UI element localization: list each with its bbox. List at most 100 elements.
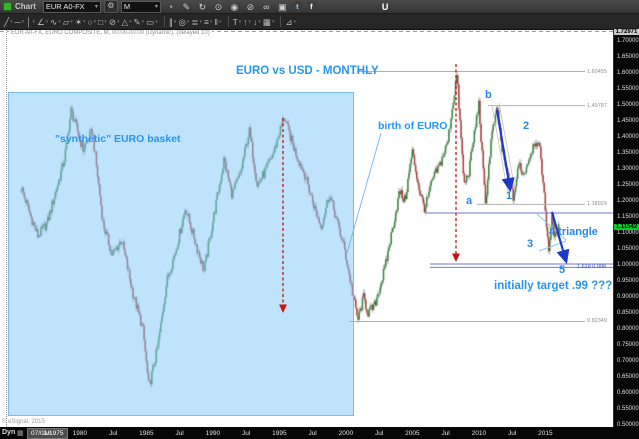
wave-3[interactable]: 3 bbox=[527, 238, 534, 250]
chevron-down-icon: ▾ bbox=[104, 18, 107, 25]
chevron-down-icon: ▾ bbox=[238, 18, 242, 25]
wave-4-triangle[interactable]: 4 triangle bbox=[549, 226, 598, 238]
link-icon[interactable]: ∞ bbox=[263, 1, 270, 12]
gann-tool[interactable]: ≡ ▾ bbox=[204, 16, 212, 28]
price-tick: 0.85000 bbox=[617, 309, 639, 316]
annotation-birth-of-euro[interactable]: birth of EURO bbox=[378, 120, 448, 132]
wave-1[interactable]: 1 bbox=[506, 190, 513, 202]
price-tick: 1.15000 bbox=[617, 213, 639, 220]
chevron-down-icon: ▾ bbox=[293, 18, 296, 25]
price-tick: 1.05000 bbox=[617, 245, 639, 252]
chevron-down-icon: ▾ bbox=[210, 18, 213, 25]
wave-a[interactable]: a bbox=[466, 195, 473, 207]
ellipse-tool-icon: ○ bbox=[87, 16, 93, 27]
ellipse-tool[interactable]: ○ ▾ bbox=[88, 16, 97, 28]
level-fib-extension-label: 1.618 0.998 bbox=[577, 264, 607, 271]
synthetic-basket-highlight-box[interactable] bbox=[8, 92, 354, 416]
birth-pointer-line[interactable] bbox=[346, 132, 382, 254]
price-tick: 0.90000 bbox=[617, 293, 639, 300]
interval-input[interactable]: M ▾ bbox=[120, 0, 161, 13]
annotation-initial-target[interactable]: initially target .99 ??? bbox=[494, 280, 613, 292]
time-tick: 1985 bbox=[139, 430, 154, 437]
polyline-tool-icon: ∿ bbox=[50, 16, 58, 27]
wave-5[interactable]: 5 bbox=[559, 264, 566, 276]
gann-tool-icon: ≡ bbox=[204, 16, 210, 27]
time-tick: 2010 bbox=[471, 430, 487, 437]
channel-line-2[interactable] bbox=[498, 102, 516, 191]
chevron-down-icon: ▾ bbox=[186, 18, 190, 25]
chart-type-tool[interactable]: ⊿ ▾ bbox=[285, 16, 296, 28]
price-tick: 1.55000 bbox=[617, 85, 639, 92]
triangle-tool[interactable]: △ ▾ bbox=[121, 16, 131, 28]
time-tick: Jul bbox=[308, 430, 317, 437]
angle-tool[interactable]: ∠ ▾ bbox=[37, 16, 48, 28]
annotation-chart-title[interactable]: EURO vs USD - MONTHLY bbox=[236, 65, 379, 77]
image-tool[interactable]: ▦ ▾ bbox=[263, 16, 275, 28]
text-tool[interactable]: T ▾ bbox=[233, 16, 242, 28]
wave-2[interactable]: 2 bbox=[523, 120, 530, 132]
time-tick: Jul bbox=[241, 430, 251, 437]
freehand-tool-icon: ✎ bbox=[133, 16, 141, 27]
arrow-b-to-1[interactable] bbox=[495, 109, 515, 193]
triangle-upper-line[interactable] bbox=[536, 213, 567, 241]
star-tool[interactable]: ✶ ▾ bbox=[75, 16, 86, 28]
connection-status-icon bbox=[3, 2, 12, 11]
refresh-icon[interactable]: ↻ bbox=[198, 1, 207, 12]
symbol-settings-button[interactable]: ⚙ bbox=[103, 0, 118, 13]
horizontal-line-tool[interactable]: ─ ▾ bbox=[15, 16, 25, 28]
dyn-label: Dyn bbox=[2, 429, 16, 436]
price-tick: 0.75000 bbox=[617, 341, 639, 348]
fib-retracement-tool[interactable]: ≣ ▾ bbox=[191, 16, 202, 28]
pause-tool[interactable]: ‖ ▾ bbox=[215, 16, 222, 28]
arrow-up-tool-icon: ↑ bbox=[243, 16, 248, 27]
price-axis[interactable]: 1.72971 1.11542 1.70000 1.65000 1.60000 1.5… bbox=[613, 29, 639, 428]
horizontal-line-tool-icon: ─ bbox=[14, 16, 21, 27]
fib-circle-tool-icon: ◎ bbox=[178, 16, 186, 27]
vertical-line-tool[interactable]: │ ▾ bbox=[26, 16, 35, 28]
fib-retracement-tool-icon: ≣ bbox=[191, 16, 199, 27]
circle-slash-tool[interactable]: ⊘ ▾ bbox=[109, 16, 120, 28]
parallel-lines-tool[interactable]: ∥ ▾ bbox=[169, 16, 177, 28]
measure-tool[interactable]: ▭ ▾ bbox=[146, 16, 158, 28]
titlebar-icons: ◔ ✎ ↻ ⊙ ◉ ⊘ ∞ ▣ t f bbox=[164, 1, 317, 13]
arrow-down-tool-icon: ↓ bbox=[253, 16, 258, 27]
symbol-input[interactable]: EUR A0-FX ▾ bbox=[42, 0, 101, 13]
chevron-down-icon: ▾ bbox=[129, 18, 132, 25]
block-icon[interactable]: ⊘ bbox=[246, 1, 255, 12]
drawing-toolbar: ╱ ▾ ─ ▾ │ ▾ ∠ ▾ ∿ ▾ ▱ ▾ ✶ ▾ ○ ▾ □ ▾ ⊘ ▾ △ ▾ ✎ ▾ ▭ ▾ ∥ ▾ ◎ ▾ ≣ ▾ ≡ ▾ ‖ ▾ T ▾ ↑ ▾… bbox=[0, 14, 639, 30]
time-tick: Jul bbox=[175, 430, 184, 437]
calendar-icon[interactable]: ▦ bbox=[17, 430, 24, 437]
snapshot-icon[interactable]: ◉ bbox=[230, 1, 239, 12]
chevron-down-icon: ▾ bbox=[93, 18, 97, 25]
facebook-icon[interactable]: f bbox=[305, 1, 317, 12]
price-tick: 1.50000 bbox=[617, 101, 639, 108]
rectangle-tool[interactable]: □ ▾ bbox=[98, 16, 107, 28]
price-tick: 0.80000 bbox=[617, 325, 639, 332]
draw-pencil-icon[interactable]: ✎ bbox=[182, 1, 191, 12]
fib-circle-tool[interactable]: ◎ ▾ bbox=[178, 16, 189, 28]
star-tool-icon: ✶ bbox=[74, 16, 82, 27]
channel-tool[interactable]: ▱ ▾ bbox=[63, 16, 73, 28]
chart-plot-area[interactable]: EUR A0-FX, EURO COMPOSITE, M, 00:00-00:0… bbox=[0, 30, 613, 427]
layout-icon[interactable]: ▣ bbox=[278, 1, 287, 12]
trendline-tool[interactable]: ╱ ▾ bbox=[4, 16, 13, 28]
time-tick: 2005 bbox=[405, 430, 420, 437]
freehand-tool[interactable]: ✎ ▾ bbox=[134, 16, 145, 28]
arrow-up-tool[interactable]: ↑ ▾ bbox=[243, 16, 251, 28]
arrow-down-tool[interactable]: ↓ ▾ bbox=[253, 16, 261, 28]
price-tick: 1.20000 bbox=[617, 197, 639, 204]
annotation-synthetic-basket[interactable]: "synthetic" EURO basket bbox=[55, 133, 181, 145]
channel-line-1[interactable] bbox=[491, 105, 509, 195]
twitter-icon[interactable]: t bbox=[291, 1, 303, 12]
level-2000-low-label: 0.82349 bbox=[587, 318, 607, 325]
time-tick: 2015 bbox=[538, 430, 553, 437]
u-badge[interactable]: U bbox=[381, 1, 389, 12]
interval-value: M bbox=[123, 2, 131, 11]
arrow-4-to-5[interactable] bbox=[550, 211, 570, 265]
wave-b[interactable]: b bbox=[485, 89, 492, 101]
price-tick: 0.55000 bbox=[617, 405, 639, 412]
time-template-icon[interactable]: ◔ bbox=[167, 1, 174, 12]
polyline-tool[interactable]: ∿ ▾ bbox=[50, 16, 61, 28]
time-axis[interactable]: Dyn ▦ 07/01/1975 Jul 1980 Jul 1985 Jul 1990 Ju… bbox=[0, 427, 639, 439]
alerts-icon[interactable]: ⊙ bbox=[214, 1, 223, 12]
